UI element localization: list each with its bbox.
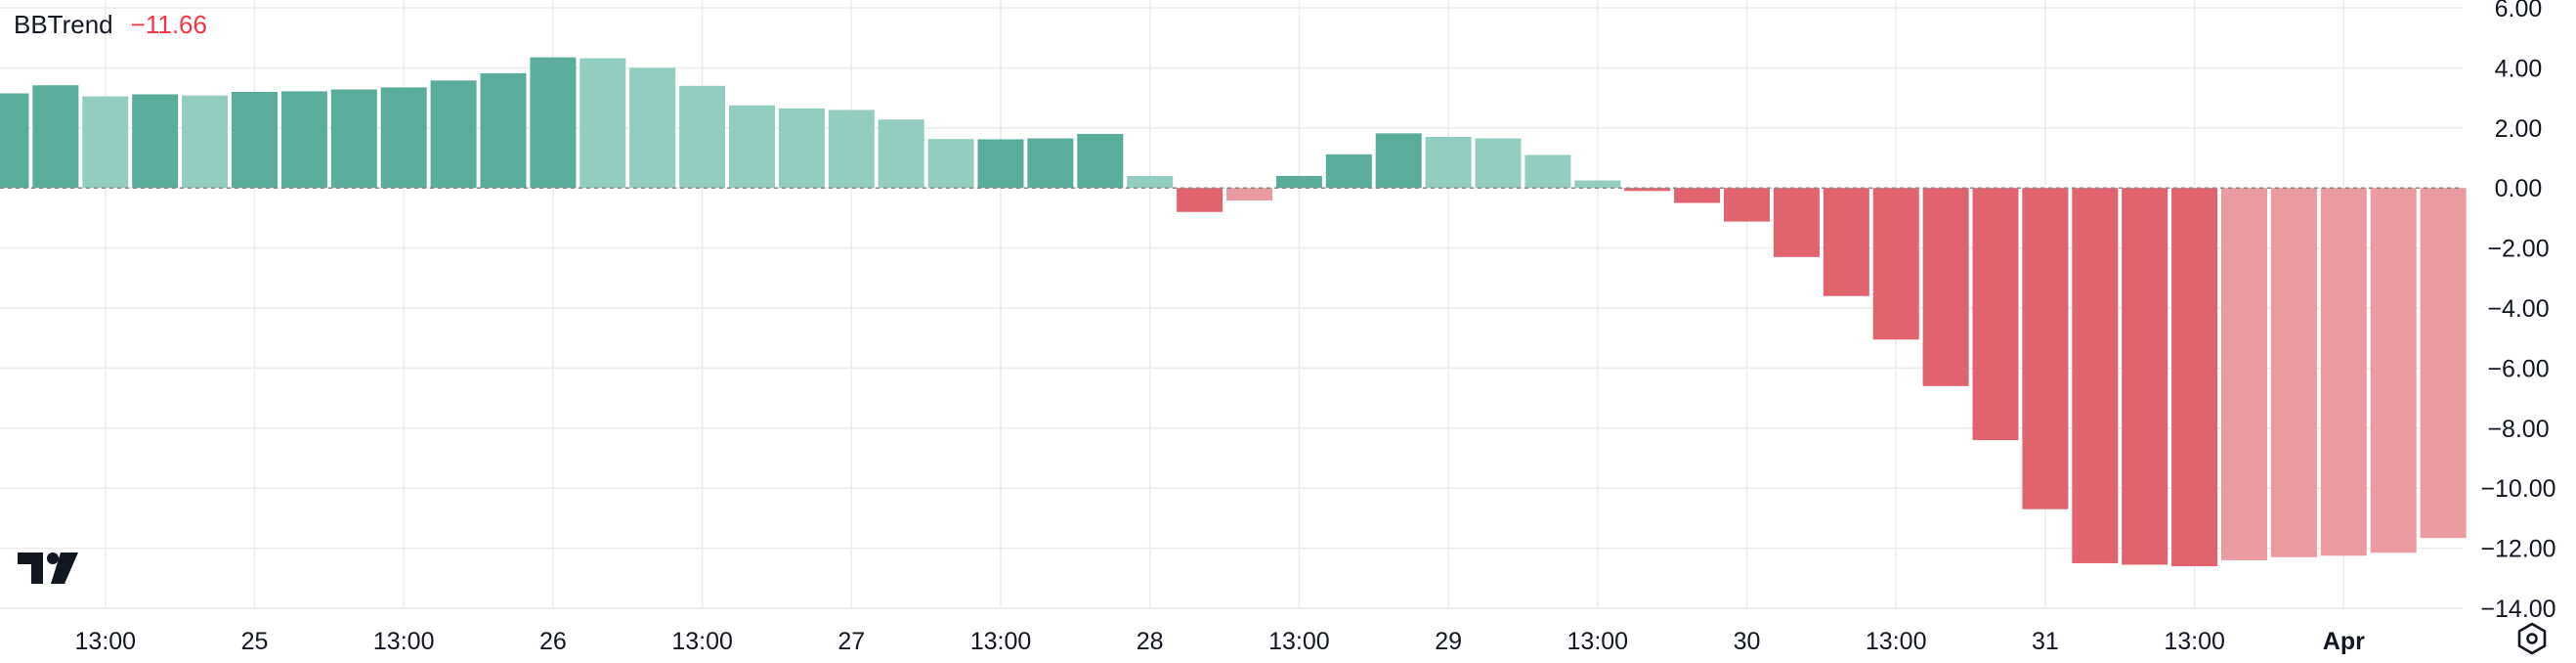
histogram-bar xyxy=(32,85,79,189)
x-tick-label: 13:00 xyxy=(1866,628,1927,655)
y-tick-label: 2.00 xyxy=(2495,115,2543,143)
indicator-name[interactable]: BBTrend xyxy=(14,10,113,39)
histogram-bar xyxy=(878,119,924,189)
histogram-bar xyxy=(2221,188,2267,560)
histogram-bar xyxy=(2072,188,2119,563)
x-tick-label: 13:00 xyxy=(1567,628,1629,655)
y-tick-label: −10.00 xyxy=(2480,475,2555,503)
histogram-bar xyxy=(1325,154,1372,189)
histogram-bar xyxy=(828,110,875,189)
histogram-bar xyxy=(132,94,179,189)
histogram-bar xyxy=(679,85,726,189)
histogram-bar xyxy=(1724,188,1770,222)
y-tick-label: −2.00 xyxy=(2487,236,2549,263)
price-scale[interactable]: 6.00 4.00 2.00 0.00 −2.00 −4.00 −6.00 −8.00 −10.… xyxy=(2480,0,2555,623)
histogram-bar xyxy=(1027,138,1074,189)
histogram-bar xyxy=(1922,188,1969,386)
x-tick-label: 26 xyxy=(539,628,567,655)
y-tick-label: 6.00 xyxy=(2495,0,2543,22)
histogram-bar xyxy=(1226,188,1272,201)
histogram-bar xyxy=(1425,137,1472,189)
histogram-bar xyxy=(2270,188,2317,557)
histogram-bar xyxy=(430,80,477,189)
histogram-bar xyxy=(182,95,229,189)
histogram-bar xyxy=(1475,138,1522,189)
histogram-bar xyxy=(82,96,129,189)
histogram-bar xyxy=(580,58,626,189)
histogram-bars xyxy=(0,57,2467,567)
x-tick-label: 13:00 xyxy=(2164,628,2225,655)
x-tick-label: 13:00 xyxy=(1268,628,1330,655)
y-tick-label: −12.00 xyxy=(2480,536,2555,563)
histogram-bar xyxy=(0,93,29,189)
histogram-bar xyxy=(1972,188,2019,441)
settings-hexagon-icon[interactable] xyxy=(2515,622,2549,655)
histogram-bar xyxy=(330,89,377,189)
histogram-bar xyxy=(778,108,825,189)
histogram-bar xyxy=(1524,155,1571,189)
time-scale[interactable]: 13:00 25 13:00 26 13:00 27 13:00 28 13:00 29 13:00… xyxy=(75,628,2366,655)
histogram-bar xyxy=(1674,188,1721,203)
x-tick-label: 28 xyxy=(1137,628,1164,655)
histogram-bar xyxy=(1177,188,1224,212)
histogram-bar xyxy=(2122,188,2168,565)
histogram-bar xyxy=(280,91,327,189)
histogram-bar xyxy=(1127,175,1174,189)
histogram-bar xyxy=(1375,133,1422,189)
y-tick-label: −14.00 xyxy=(2480,596,2555,623)
histogram-bar xyxy=(629,67,676,189)
histogram-bar xyxy=(2370,188,2417,553)
histogram-bar xyxy=(1624,188,1671,192)
y-tick-label: 0.00 xyxy=(2495,175,2543,202)
histogram-bar xyxy=(2420,188,2467,539)
histogram-bar xyxy=(977,139,1024,189)
x-tick-label: 27 xyxy=(837,628,865,655)
histogram-bar xyxy=(480,72,527,189)
histogram-bar xyxy=(232,91,278,189)
histogram-bar xyxy=(1275,175,1322,189)
x-tick-label: 31 xyxy=(2032,628,2059,655)
histogram-bar xyxy=(2320,188,2367,556)
y-tick-label: −8.00 xyxy=(2487,416,2549,443)
histogram-bar xyxy=(380,87,427,189)
x-tick-label: 13:00 xyxy=(373,628,435,655)
y-tick-label: −4.00 xyxy=(2487,295,2549,323)
histogram-bar xyxy=(1574,180,1621,189)
x-tick-label: 29 xyxy=(1435,628,1462,655)
x-tick-label: 25 xyxy=(241,628,269,655)
histogram-bar xyxy=(530,57,577,189)
histogram-bar xyxy=(2171,188,2218,567)
x-tick-label: 13:00 xyxy=(970,628,1032,655)
x-tick-label: 13:00 xyxy=(671,628,733,655)
histogram-bar xyxy=(2022,188,2069,509)
x-tick-label: 13:00 xyxy=(75,628,137,655)
x-tick-label: Apr xyxy=(2323,628,2365,655)
histogram-bar xyxy=(1823,188,1869,296)
tradingview-logo-icon[interactable] xyxy=(18,552,80,591)
y-tick-label: −6.00 xyxy=(2487,355,2549,382)
histogram-bar xyxy=(927,139,974,189)
x-tick-label: 30 xyxy=(1734,628,1761,655)
y-tick-label: 4.00 xyxy=(2495,55,2543,82)
histogram-bar xyxy=(1872,188,1919,340)
histogram-bar xyxy=(729,105,775,189)
histogram-bar xyxy=(1773,188,1820,257)
indicator-value: −11.66 xyxy=(130,10,207,39)
indicator-legend[interactable]: BBTrend −11.66 xyxy=(14,10,207,40)
histogram-bar xyxy=(1077,133,1124,189)
